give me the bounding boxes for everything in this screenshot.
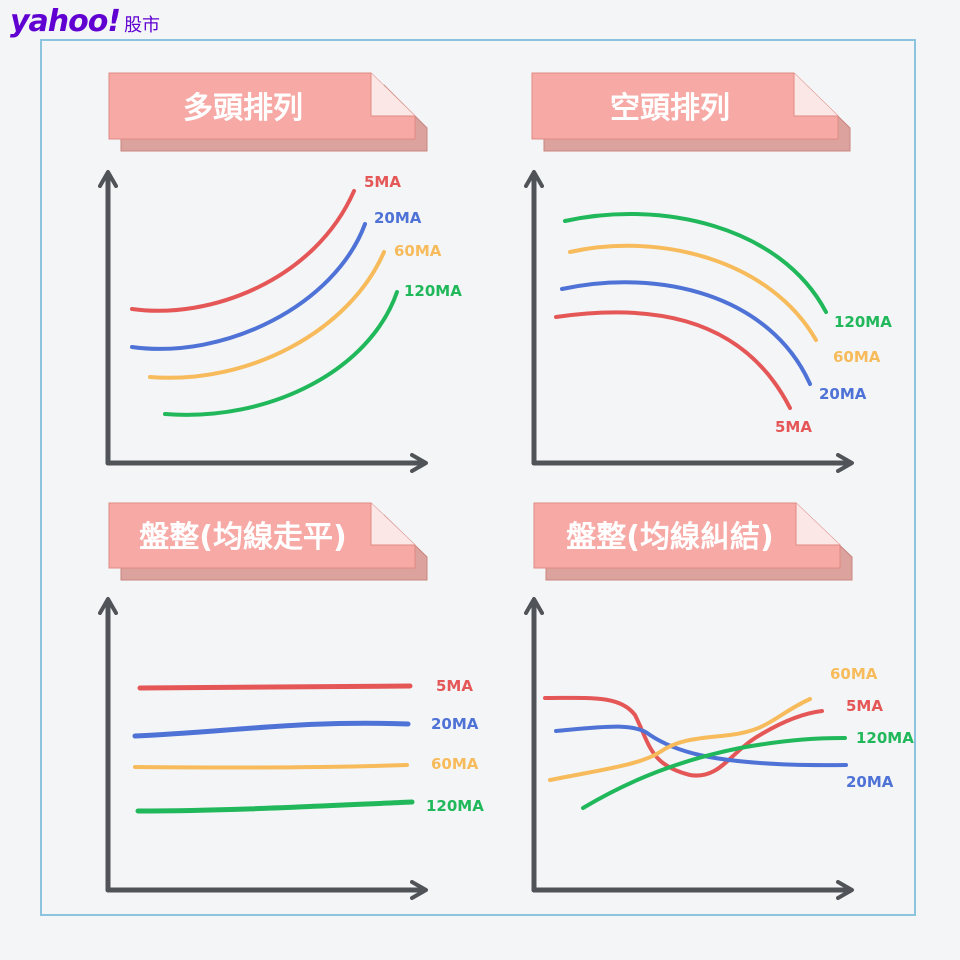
label-120ma: 120MA <box>856 729 914 747</box>
title-banner: 盤整(均線糾結) <box>533 502 853 581</box>
label-60ma: 60MA <box>431 755 479 773</box>
label-120ma: 120MA <box>426 797 484 815</box>
line-120ma <box>163 290 399 417</box>
label-5ma: 5MA <box>436 677 473 695</box>
label-20ma: 20MA <box>846 773 894 791</box>
title-banner: 空頭排列 <box>531 72 851 152</box>
line-5ma <box>554 310 792 410</box>
title-banner: 多頭排列 <box>108 72 428 152</box>
line-5ma <box>543 695 824 778</box>
label-60ma: 60MA <box>833 348 881 366</box>
panel-title: 盤整(均線走平) <box>139 520 346 555</box>
line-20ma <box>560 280 812 386</box>
line-120ma <box>135 799 415 814</box>
label-20ma: 20MA <box>374 209 422 227</box>
label-5ma: 5MA <box>846 697 883 715</box>
label-60ma: 60MA <box>830 665 878 683</box>
panel-title: 盤整(均線糾結) <box>566 520 773 555</box>
label-5ma: 5MA <box>364 173 401 191</box>
yahoo-logo: yahoo! <box>10 4 121 39</box>
panel-bearish: 空頭排列 120MA 60MA 20MA 5MA <box>524 72 892 473</box>
line-120ma <box>581 736 847 810</box>
line-5ma <box>130 189 356 313</box>
panel-tangled: 盤整(均線糾結) 60MA 5MA 120MA 20MA <box>524 502 914 900</box>
line-20ma <box>132 720 411 739</box>
axes <box>524 597 854 900</box>
label-20ma: 20MA <box>819 385 867 403</box>
line-60ma <box>568 243 818 342</box>
line-20ma <box>130 222 367 351</box>
line-60ma <box>548 697 812 782</box>
label-20ma: 20MA <box>431 715 479 733</box>
axes <box>524 170 854 473</box>
brand-section: 股市 <box>124 15 161 36</box>
line-120ma <box>563 211 828 314</box>
panel-flat: 盤整(均線走平) 5MA 20MA 60MA 120MA <box>98 502 484 900</box>
line-60ma <box>148 250 386 380</box>
label-60ma: 60MA <box>394 242 442 260</box>
axes <box>98 170 428 473</box>
axes <box>98 597 428 900</box>
diagram-frame <box>40 39 916 916</box>
panel-title: 多頭排列 <box>183 91 303 126</box>
line-60ma <box>133 763 409 770</box>
label-120ma: 120MA <box>834 313 892 331</box>
label-5ma: 5MA <box>775 418 812 436</box>
brand-logo: yahoo! 股市 <box>10 4 160 40</box>
label-120ma: 120MA <box>404 282 462 300</box>
panel-bullish: 多頭排列 5MA 20MA 60MA 120MA <box>98 72 462 473</box>
line-5ma <box>137 683 413 691</box>
title-banner: 盤整(均線走平) <box>108 502 428 581</box>
panel-title: 空頭排列 <box>610 91 730 126</box>
